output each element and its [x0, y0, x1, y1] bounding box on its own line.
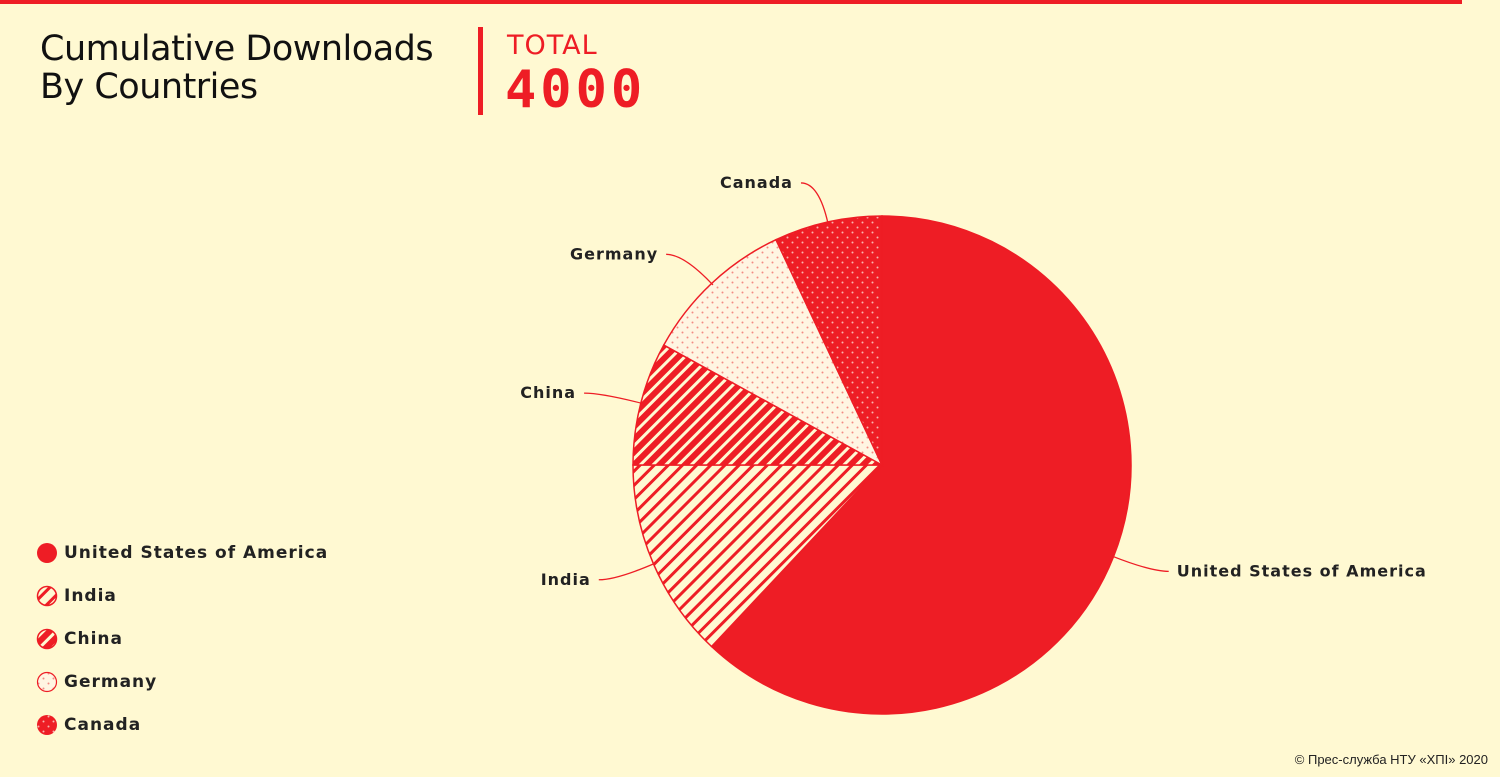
pie-slices	[632, 215, 1132, 715]
pie-leader-line	[1111, 555, 1169, 573]
pie-slice-label: India	[541, 570, 591, 589]
pie-leader-lines	[584, 182, 1169, 581]
legend-label: United States of America	[64, 542, 329, 563]
pie-leader-line	[584, 392, 643, 405]
pie-slice-labels: United States of America India China German…	[520, 173, 1427, 589]
legend-label: India	[64, 585, 117, 606]
chart-legend: United States of America India China Ger…	[36, 531, 328, 746]
legend-item: China	[36, 617, 328, 660]
chart-title: Cumulative Downloads By Countries	[40, 29, 434, 107]
legend-item: United States of America	[36, 531, 328, 574]
pie-slice-label: United States of America	[1177, 561, 1427, 580]
pie-leader-line	[800, 182, 829, 225]
legend-item: Germany	[36, 660, 328, 703]
pie-slice-label: Canada	[720, 173, 793, 192]
pie-leader-line	[666, 253, 714, 286]
legend-swatch	[37, 542, 57, 563]
total-label: TOTAL	[507, 30, 598, 61]
pie-slice-label: Germany	[570, 244, 658, 263]
legend-swatch	[37, 714, 57, 735]
chart-title-line-1: Cumulative Downloads	[40, 29, 434, 69]
pie-slice-label: China	[520, 383, 576, 402]
top-accent-rule	[0, 0, 1462, 4]
legend-swatch	[36, 628, 58, 649]
pie-leader-line	[598, 562, 656, 581]
copyright-credit: © Прес-служба НТУ «ХПІ» 2020	[1294, 752, 1488, 767]
legend-item: India	[36, 574, 328, 617]
legend-label: Germany	[64, 671, 158, 692]
legend-item: Canada	[36, 703, 328, 746]
header-divider	[478, 27, 483, 115]
total-value: 4000	[505, 60, 647, 120]
legend-label: Canada	[64, 714, 142, 735]
legend-swatch	[36, 585, 58, 606]
legend-label: China	[64, 628, 123, 649]
chart-title-line-2: By Countries	[40, 67, 258, 107]
legend-swatch	[36, 671, 58, 692]
